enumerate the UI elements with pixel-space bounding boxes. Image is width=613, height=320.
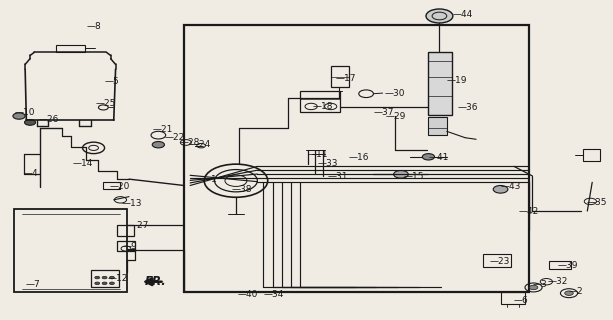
Text: —40: —40 bbox=[238, 290, 258, 299]
Text: —27: —27 bbox=[129, 221, 150, 230]
Text: —24: —24 bbox=[190, 140, 210, 149]
Circle shape bbox=[95, 282, 100, 284]
Text: —37: —37 bbox=[373, 108, 394, 117]
Text: —6: —6 bbox=[514, 296, 529, 305]
Text: —28: —28 bbox=[179, 138, 199, 147]
Text: —39: —39 bbox=[558, 261, 579, 270]
Text: —23: —23 bbox=[490, 258, 510, 267]
Text: —26: —26 bbox=[39, 115, 59, 124]
Text: —11: —11 bbox=[308, 150, 329, 159]
Circle shape bbox=[529, 285, 538, 290]
Bar bbox=[428, 52, 452, 116]
Text: —14: —14 bbox=[73, 159, 93, 168]
Circle shape bbox=[13, 113, 25, 119]
Text: —15: —15 bbox=[404, 172, 424, 181]
Text: —9: —9 bbox=[123, 242, 138, 251]
Bar bbox=[117, 225, 134, 236]
Bar bbox=[14, 209, 127, 292]
Circle shape bbox=[565, 291, 573, 295]
Circle shape bbox=[102, 282, 107, 284]
Bar bbox=[117, 241, 135, 251]
Text: —43: —43 bbox=[501, 182, 521, 191]
Text: —32: —32 bbox=[547, 277, 568, 286]
Text: —19: —19 bbox=[447, 76, 467, 85]
Bar bbox=[104, 182, 121, 189]
Text: FR.: FR. bbox=[144, 275, 166, 288]
Circle shape bbox=[394, 171, 408, 178]
Bar bbox=[583, 148, 600, 161]
Text: —33: —33 bbox=[317, 159, 338, 168]
Text: —10: —10 bbox=[14, 108, 35, 117]
Text: —4: —4 bbox=[24, 169, 39, 178]
Circle shape bbox=[426, 9, 453, 23]
Circle shape bbox=[25, 120, 36, 125]
Bar bbox=[300, 92, 340, 112]
Text: —18: —18 bbox=[313, 102, 333, 111]
Circle shape bbox=[152, 141, 164, 148]
Bar bbox=[501, 292, 525, 304]
Text: —7: —7 bbox=[25, 280, 40, 289]
Text: —36: —36 bbox=[458, 103, 478, 112]
Text: —42: —42 bbox=[519, 207, 539, 216]
Text: —41: —41 bbox=[428, 153, 449, 162]
Text: —21: —21 bbox=[152, 125, 173, 134]
Text: —44: —44 bbox=[453, 10, 473, 19]
Text: —2: —2 bbox=[569, 287, 584, 296]
Text: —25: —25 bbox=[96, 99, 116, 108]
Circle shape bbox=[422, 154, 435, 160]
Bar bbox=[330, 66, 349, 87]
Text: —31: —31 bbox=[327, 172, 348, 181]
Bar bbox=[56, 45, 85, 52]
Circle shape bbox=[110, 276, 115, 279]
Bar bbox=[549, 261, 571, 269]
Text: —35: —35 bbox=[586, 197, 607, 206]
Bar bbox=[484, 254, 511, 267]
Circle shape bbox=[102, 276, 107, 279]
Bar bbox=[184, 25, 529, 292]
Text: —20: —20 bbox=[110, 182, 130, 191]
Text: —3: —3 bbox=[532, 280, 547, 289]
Circle shape bbox=[493, 186, 508, 193]
Text: —8: —8 bbox=[86, 22, 101, 31]
Circle shape bbox=[95, 276, 100, 279]
Text: —38: —38 bbox=[232, 185, 252, 194]
Text: —1: —1 bbox=[202, 175, 217, 184]
Text: —13: —13 bbox=[122, 198, 142, 207]
Text: —34: —34 bbox=[264, 290, 284, 299]
Text: —30: —30 bbox=[384, 89, 405, 98]
Text: —12: —12 bbox=[108, 274, 128, 283]
Text: —5: —5 bbox=[105, 77, 120, 86]
Bar bbox=[428, 117, 447, 134]
Text: —22: —22 bbox=[164, 132, 185, 141]
Text: —16: —16 bbox=[349, 153, 370, 162]
Text: —29: —29 bbox=[386, 112, 406, 121]
Text: —17: —17 bbox=[335, 74, 356, 83]
Bar bbox=[91, 270, 119, 287]
Circle shape bbox=[110, 282, 115, 284]
